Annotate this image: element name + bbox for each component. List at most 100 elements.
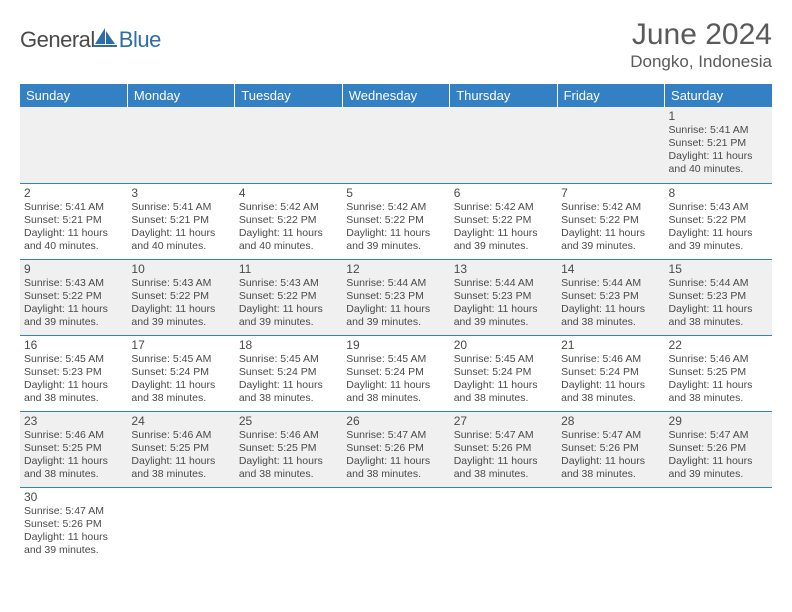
sunrise-text: Sunrise: 5:45 AM <box>346 353 445 366</box>
daylight-text: Daylight: 11 hours and 38 minutes. <box>454 379 553 405</box>
sunrise-text: Sunrise: 5:45 AM <box>239 353 338 366</box>
day-info: Sunrise: 5:47 AMSunset: 5:26 PMDaylight:… <box>669 429 768 482</box>
calendar-cell: 30Sunrise: 5:47 AMSunset: 5:26 PMDayligh… <box>20 487 127 563</box>
sunrise-text: Sunrise: 5:45 AM <box>24 353 123 366</box>
calendar-cell <box>665 487 772 563</box>
sunset-text: Sunset: 5:21 PM <box>669 137 768 150</box>
daylight-text: Daylight: 11 hours and 38 minutes. <box>24 379 123 405</box>
sunset-text: Sunset: 5:22 PM <box>239 214 338 227</box>
day-number: 11 <box>239 262 338 276</box>
dayhead-thursday: Thursday <box>450 84 557 107</box>
sunrise-text: Sunrise: 5:46 AM <box>669 353 768 366</box>
sunset-text: Sunset: 5:21 PM <box>24 214 123 227</box>
sunrise-text: Sunrise: 5:46 AM <box>24 429 123 442</box>
sunset-text: Sunset: 5:24 PM <box>239 366 338 379</box>
logo-text-blue: Blue <box>119 27 161 53</box>
day-number: 7 <box>561 186 660 200</box>
day-number: 9 <box>24 262 123 276</box>
sunset-text: Sunset: 5:22 PM <box>454 214 553 227</box>
logo: General Blue <box>20 18 161 53</box>
sunrise-text: Sunrise: 5:42 AM <box>454 201 553 214</box>
calendar-cell: 29Sunrise: 5:47 AMSunset: 5:26 PMDayligh… <box>665 411 772 487</box>
sunrise-text: Sunrise: 5:47 AM <box>454 429 553 442</box>
day-header-row: Sunday Monday Tuesday Wednesday Thursday… <box>20 84 772 107</box>
daylight-text: Daylight: 11 hours and 38 minutes. <box>239 455 338 481</box>
day-number: 15 <box>669 262 768 276</box>
calendar-cell: 12Sunrise: 5:44 AMSunset: 5:23 PMDayligh… <box>342 259 449 335</box>
sunrise-text: Sunrise: 5:47 AM <box>24 505 123 518</box>
sunrise-text: Sunrise: 5:41 AM <box>24 201 123 214</box>
daylight-text: Daylight: 11 hours and 38 minutes. <box>131 379 230 405</box>
sunrise-text: Sunrise: 5:44 AM <box>561 277 660 290</box>
sunrise-text: Sunrise: 5:43 AM <box>669 201 768 214</box>
day-number: 24 <box>131 414 230 428</box>
calendar-week-row: 2Sunrise: 5:41 AMSunset: 5:21 PMDaylight… <box>20 183 772 259</box>
day-number: 2 <box>24 186 123 200</box>
calendar-week-row: 23Sunrise: 5:46 AMSunset: 5:25 PMDayligh… <box>20 411 772 487</box>
dayhead-friday: Friday <box>557 84 664 107</box>
daylight-text: Daylight: 11 hours and 39 minutes. <box>669 455 768 481</box>
dayhead-saturday: Saturday <box>665 84 772 107</box>
day-number: 10 <box>131 262 230 276</box>
sunrise-text: Sunrise: 5:44 AM <box>346 277 445 290</box>
sunrise-text: Sunrise: 5:42 AM <box>346 201 445 214</box>
daylight-text: Daylight: 11 hours and 38 minutes. <box>561 379 660 405</box>
day-number: 6 <box>454 186 553 200</box>
sunset-text: Sunset: 5:26 PM <box>454 442 553 455</box>
calendar-cell: 17Sunrise: 5:45 AMSunset: 5:24 PMDayligh… <box>127 335 234 411</box>
calendar-cell <box>235 107 342 183</box>
daylight-text: Daylight: 11 hours and 38 minutes. <box>561 303 660 329</box>
day-info: Sunrise: 5:47 AMSunset: 5:26 PMDaylight:… <box>24 505 123 558</box>
sunset-text: Sunset: 5:24 PM <box>346 366 445 379</box>
day-info: Sunrise: 5:42 AMSunset: 5:22 PMDaylight:… <box>239 201 338 254</box>
location: Dongko, Indonesia <box>630 52 772 72</box>
sunrise-text: Sunrise: 5:41 AM <box>669 124 768 137</box>
sunset-text: Sunset: 5:22 PM <box>669 214 768 227</box>
day-number: 30 <box>24 490 123 504</box>
day-info: Sunrise: 5:41 AMSunset: 5:21 PMDaylight:… <box>131 201 230 254</box>
calendar-cell <box>342 107 449 183</box>
calendar-cell: 2Sunrise: 5:41 AMSunset: 5:21 PMDaylight… <box>20 183 127 259</box>
sunset-text: Sunset: 5:21 PM <box>131 214 230 227</box>
sunset-text: Sunset: 5:25 PM <box>239 442 338 455</box>
day-number: 22 <box>669 338 768 352</box>
sunrise-text: Sunrise: 5:47 AM <box>561 429 660 442</box>
day-info: Sunrise: 5:46 AMSunset: 5:25 PMDaylight:… <box>669 353 768 406</box>
calendar-table: Sunday Monday Tuesday Wednesday Thursday… <box>20 84 772 563</box>
daylight-text: Daylight: 11 hours and 39 minutes. <box>454 303 553 329</box>
day-number: 8 <box>669 186 768 200</box>
sunset-text: Sunset: 5:23 PM <box>454 290 553 303</box>
daylight-text: Daylight: 11 hours and 39 minutes. <box>346 227 445 253</box>
month-title: June 2024 <box>630 18 772 52</box>
day-number: 21 <box>561 338 660 352</box>
day-number: 27 <box>454 414 553 428</box>
logo-text-general: General <box>20 27 95 53</box>
day-info: Sunrise: 5:41 AMSunset: 5:21 PMDaylight:… <box>24 201 123 254</box>
day-info: Sunrise: 5:46 AMSunset: 5:25 PMDaylight:… <box>239 429 338 482</box>
sunrise-text: Sunrise: 5:47 AM <box>669 429 768 442</box>
calendar-cell: 21Sunrise: 5:46 AMSunset: 5:24 PMDayligh… <box>557 335 664 411</box>
day-number: 23 <box>24 414 123 428</box>
daylight-text: Daylight: 11 hours and 40 minutes. <box>24 227 123 253</box>
day-info: Sunrise: 5:47 AMSunset: 5:26 PMDaylight:… <box>346 429 445 482</box>
sunset-text: Sunset: 5:22 PM <box>561 214 660 227</box>
day-number: 20 <box>454 338 553 352</box>
day-info: Sunrise: 5:45 AMSunset: 5:24 PMDaylight:… <box>131 353 230 406</box>
day-info: Sunrise: 5:45 AMSunset: 5:24 PMDaylight:… <box>346 353 445 406</box>
day-info: Sunrise: 5:46 AMSunset: 5:25 PMDaylight:… <box>24 429 123 482</box>
calendar-cell: 8Sunrise: 5:43 AMSunset: 5:22 PMDaylight… <box>665 183 772 259</box>
calendar-cell: 13Sunrise: 5:44 AMSunset: 5:23 PMDayligh… <box>450 259 557 335</box>
sunrise-text: Sunrise: 5:46 AM <box>131 429 230 442</box>
daylight-text: Daylight: 11 hours and 39 minutes. <box>454 227 553 253</box>
day-info: Sunrise: 5:47 AMSunset: 5:26 PMDaylight:… <box>454 429 553 482</box>
sunset-text: Sunset: 5:22 PM <box>131 290 230 303</box>
dayhead-wednesday: Wednesday <box>342 84 449 107</box>
calendar-cell: 4Sunrise: 5:42 AMSunset: 5:22 PMDaylight… <box>235 183 342 259</box>
sunset-text: Sunset: 5:25 PM <box>24 442 123 455</box>
daylight-text: Daylight: 11 hours and 39 minutes. <box>239 303 338 329</box>
day-number: 1 <box>669 109 768 123</box>
calendar-cell <box>450 487 557 563</box>
title-block: June 2024 Dongko, Indonesia <box>630 18 772 72</box>
day-number: 26 <box>346 414 445 428</box>
day-info: Sunrise: 5:43 AMSunset: 5:22 PMDaylight:… <box>669 201 768 254</box>
